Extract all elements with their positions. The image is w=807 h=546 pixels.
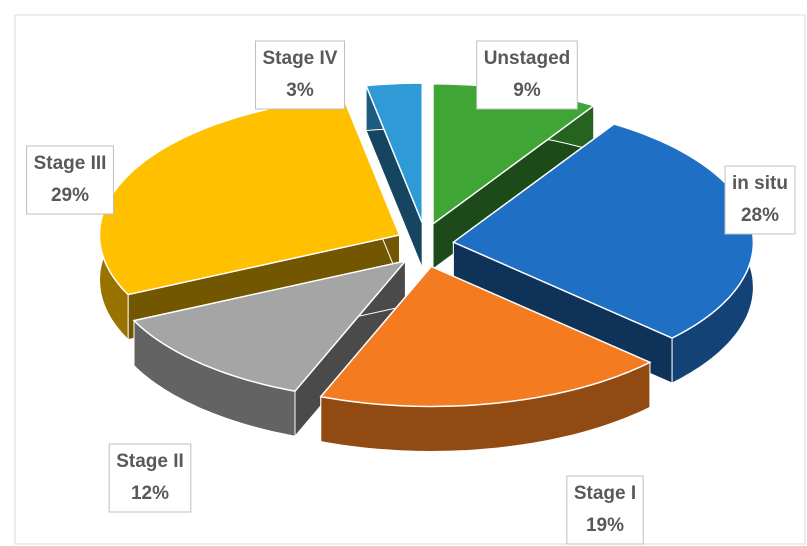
data-label: in situ 28% [724, 165, 796, 235]
label-box [724, 165, 796, 235]
slice [365, 82, 424, 269]
label-value: 19% [586, 515, 624, 536]
label-name: Stage IV [263, 48, 338, 69]
label-name: Stage II [116, 451, 184, 472]
label-box [108, 443, 192, 513]
label-value: 12% [131, 483, 169, 504]
label-box [26, 145, 114, 215]
data-label: Stage III 29% [26, 145, 114, 215]
slice [98, 96, 401, 341]
label-value: 3% [286, 80, 314, 101]
slice [319, 265, 652, 453]
label-value: 28% [741, 205, 779, 226]
labels: Unstaged 9% in situ 28% Stage I 19% Stage II 12… [26, 40, 796, 545]
slice-top [365, 82, 424, 224]
label-box [255, 40, 345, 110]
pie [98, 82, 755, 453]
label-box [566, 475, 644, 545]
label-value: 29% [51, 185, 89, 206]
label-value: 9% [513, 80, 541, 101]
data-label: Unstaged 9% [476, 40, 578, 110]
slice [132, 259, 408, 438]
label-name: Stage I [574, 483, 636, 504]
data-label: Stage IV 3% [255, 40, 345, 110]
data-label: Stage II 12% [108, 443, 192, 513]
slice-top [319, 265, 652, 408]
data-label: Stage I 19% [566, 475, 644, 545]
slice-top [132, 259, 408, 393]
label-box [476, 40, 578, 110]
label-name: Unstaged [484, 48, 571, 69]
label-name: in situ [732, 173, 788, 194]
label-name: Stage III [34, 153, 107, 174]
slice-top [98, 96, 401, 296]
